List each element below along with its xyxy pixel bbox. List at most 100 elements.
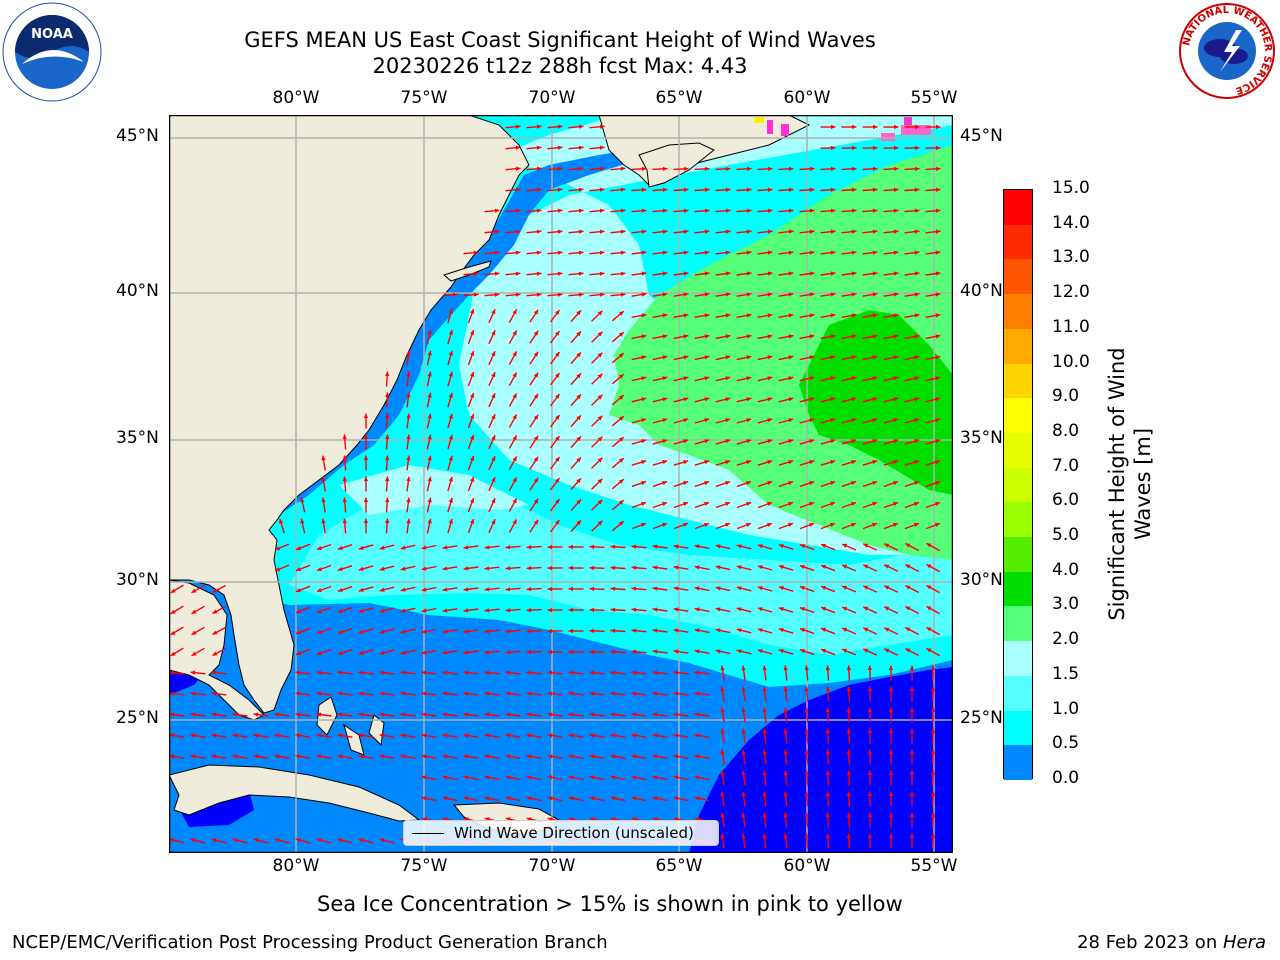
wind-arrow-head: [533, 498, 539, 504]
colorbar-segment: [1004, 467, 1032, 503]
wind-arrow-head: [641, 522, 646, 527]
wind-arrow-head: [867, 770, 873, 776]
wind-arrow-head: [788, 271, 794, 276]
wind-arrow-head: [358, 733, 364, 738]
wind-arrow-head: [505, 691, 511, 696]
wind-arrow-head: [442, 587, 448, 592]
colorbar-tick-label: 0.5: [1052, 733, 1080, 754]
colorbar-segment: [1004, 224, 1032, 260]
wind-arrow-head: [830, 418, 836, 423]
wind-arrow-head: [935, 481, 941, 486]
sea-ice-patch: [881, 133, 895, 141]
wind-arrow-head: [683, 376, 689, 381]
wind-arrow-head: [512, 498, 517, 504]
wind-arrow-head: [783, 686, 788, 692]
wind-arrow-head: [533, 372, 539, 378]
wind-arrow-head: [421, 566, 427, 571]
wind-arrow-head: [589, 544, 595, 550]
wind-arrow-head: [473, 292, 479, 297]
wind-arrow-head: [783, 749, 788, 755]
wind-arrow-head: [893, 208, 899, 213]
wind-arrow-head: [830, 481, 836, 486]
colorbar-segment: [1004, 432, 1032, 469]
wind-arrow-head: [694, 607, 700, 612]
wind-arrow-head: [620, 166, 626, 171]
wind-arrow-head: [494, 208, 500, 213]
nws-logo: NATIONAL WEATHER SERVICE: [1178, 2, 1276, 100]
wind-arrow-head: [778, 628, 784, 633]
wind-arrow-head: [494, 250, 500, 255]
wind-arrow-head: [842, 627, 848, 632]
wind-arrow-head: [725, 355, 731, 360]
wind-arrow-head: [809, 376, 815, 381]
wind-arrow-head: [463, 691, 469, 696]
wind-arrow-head: [741, 728, 746, 734]
wind-arrow-head: [888, 812, 894, 817]
wind-arrow-head: [448, 455, 453, 461]
wind-arrow-head: [673, 691, 679, 696]
wind-arrow-head: [673, 607, 679, 612]
wind-arrow-head: [342, 518, 347, 524]
wind-arrow-head: [379, 629, 385, 634]
wind-arrow-head: [316, 588, 322, 593]
colorbar-tick-label: 15.0: [1052, 178, 1090, 198]
wind-arrow-head: [673, 544, 679, 549]
wind-arrow-head: [470, 519, 475, 524]
wind-arrow-head: [725, 250, 731, 255]
sea-ice-patch: [781, 124, 789, 136]
wind-arrow-head: [547, 775, 553, 780]
wind-arrow-head: [641, 208, 647, 213]
wind-arrow-head: [363, 455, 369, 460]
wind-arrow-head: [741, 791, 746, 797]
wind-arrow-head: [526, 566, 532, 571]
wind-arrow-head: [385, 476, 390, 482]
wind-arrow-head: [191, 609, 197, 614]
map-subtitle: 20230226 t12z 288h fcst Max: 4.43: [372, 54, 748, 78]
wind-arrow-head: [190, 670, 196, 675]
wind-arrow-head: [505, 629, 511, 634]
wind-arrow-head: [888, 728, 894, 733]
wind-arrow-head: [872, 166, 878, 171]
wind-arrow-head: [385, 413, 390, 419]
wind-arrow-head: [463, 754, 469, 759]
lat-label-35n-left: 35°N: [116, 428, 159, 448]
wind-arrow-head: [589, 649, 595, 655]
wind-arrow-head: [662, 418, 668, 423]
wind-arrow-head: [536, 229, 542, 234]
wind-arrow-head: [491, 393, 496, 399]
wind-arrow-head: [641, 187, 647, 192]
wind-arrow-head: [830, 439, 836, 444]
wind-arrow-head: [212, 588, 218, 593]
wind-arrow-head: [316, 733, 322, 738]
wind-arrow-head: [704, 481, 710, 486]
wind-arrow-head: [741, 812, 746, 818]
wind-arrow-head: [631, 649, 637, 654]
wind-arrow-head: [867, 686, 873, 692]
wind-arrow-head: [909, 770, 915, 775]
wind-arrow-head: [470, 351, 475, 356]
wind-arrow-head: [597, 373, 603, 379]
wind-arrow-head: [641, 481, 647, 486]
wind-arrow-head: [169, 670, 175, 675]
wind-arrow-head: [484, 670, 490, 675]
wave-band-4-5: [799, 310, 953, 495]
wind-arrow-head: [275, 546, 281, 551]
wind-arrow-head: [909, 791, 915, 796]
wind-arrow-head: [337, 733, 343, 738]
lon-label-80w-bottom: 80°W: [272, 856, 320, 876]
wind-arrow-head: [505, 754, 511, 759]
wind-arrow-head: [512, 414, 517, 420]
wind-arrow-head: [296, 588, 301, 593]
wind-arrow-head: [618, 332, 624, 337]
wind-arrow-head: [589, 775, 595, 780]
wind-arrow-head: [851, 355, 857, 360]
wind-arrow-head: [842, 585, 848, 590]
wind-arrow-head: [893, 522, 898, 527]
wind-arrow-head: [725, 313, 731, 318]
wind-arrow-head: [846, 770, 851, 776]
wind-arrow-head: [867, 728, 873, 734]
wind-arrow-head: [505, 650, 511, 655]
wind-arrow-head: [491, 456, 496, 462]
wind-arrow-head: [484, 775, 490, 780]
wind-arrow-head: [363, 518, 369, 523]
